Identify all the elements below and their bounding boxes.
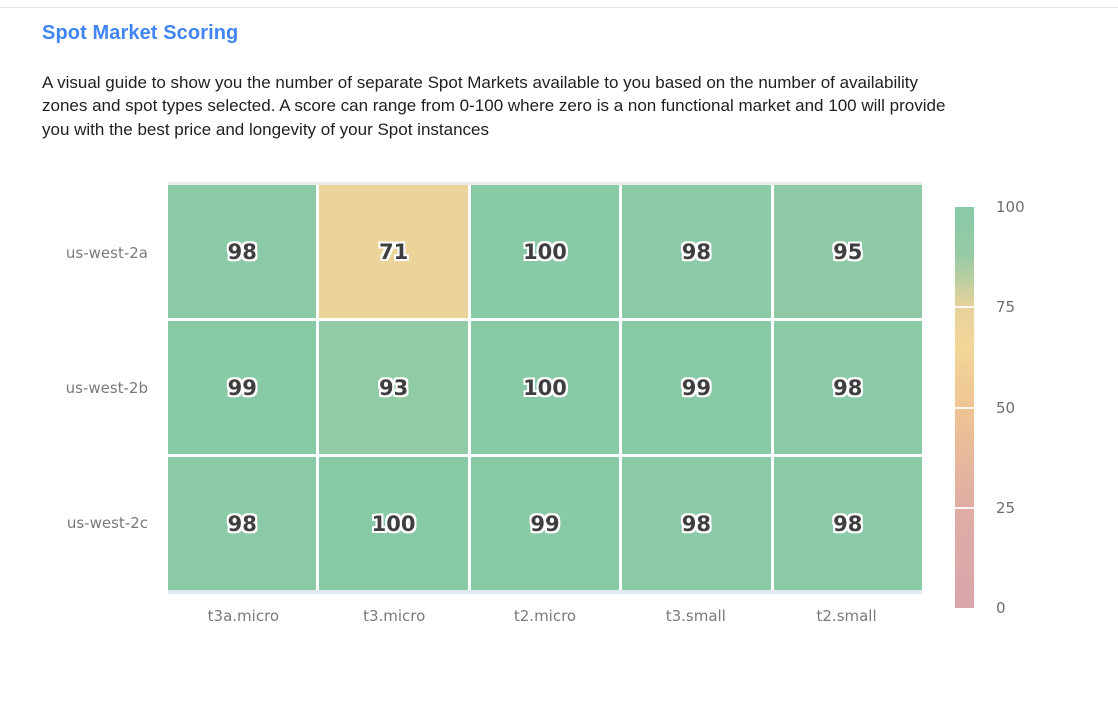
y-axis-label: us-west-2b <box>65 378 148 397</box>
chart-description-line: A visual guide to show you the number of… <box>42 73 919 92</box>
heatmap-cell[interactable]: 100 <box>470 321 620 454</box>
colorbar-separator <box>955 406 974 409</box>
colorbar-tick-label: 100 <box>996 198 1025 216</box>
colorbar-tick-label: 50 <box>996 398 1016 417</box>
heatmap-cell[interactable]: 100 <box>470 185 620 318</box>
heatmap-grid: 98 71 100 98 95 99 93 100 99 98 98 100 99 98 98 <box>168 185 922 590</box>
colorbar-tick-label: 0 <box>996 599 1006 617</box>
x-axis-label: t3.small <box>665 607 726 625</box>
chart-description-line: you with the best price and longevity of… <box>42 119 489 139</box>
chart-description: A visual guide to show you the number of… <box>42 71 1082 141</box>
colorbar-tick-label: 75 <box>996 298 1016 317</box>
x-axis-label: t3a.micro <box>207 607 280 625</box>
x-axis-label: t2.micro <box>513 607 577 625</box>
colorbar-tick-label: 25 <box>996 498 1016 517</box>
heatmap-cell[interactable]: 93 <box>319 321 468 454</box>
colorbar-separator <box>955 306 974 309</box>
heatmap-cell[interactable]: 98 <box>168 185 317 318</box>
heatmap-cell[interactable]: 99 <box>622 321 771 454</box>
page-title: Spot Market Scoring <box>42 22 239 44</box>
x-axis-label: t2.small <box>816 607 877 625</box>
heatmap-cell[interactable]: 98 <box>168 457 317 590</box>
heatmap-cell[interactable]: 98 <box>622 185 771 318</box>
heatmap-cell[interactable]: 98 <box>773 321 922 454</box>
top-divider <box>0 7 1118 8</box>
y-axis-label: us-west-2a <box>65 243 148 262</box>
heatmap-cell[interactable]: 95 <box>773 185 922 318</box>
heatmap-top-edge <box>168 182 922 185</box>
chart-description-line: zones and spot types selected. A score c… <box>42 96 946 116</box>
colorbar-gradient <box>955 207 974 608</box>
heatmap-cell[interactable]: 99 <box>168 321 317 454</box>
heatmap-cell[interactable]: 71 <box>319 185 468 318</box>
heatmap-cell[interactable]: 100 <box>319 457 468 590</box>
heatmap-bottom-edge <box>168 590 922 594</box>
heatmap-cell[interactable]: 98 <box>622 457 771 590</box>
heatmap-cell[interactable]: 98 <box>773 457 922 590</box>
y-axis-label: us-west-2c <box>66 513 148 532</box>
x-axis-label: t3.micro <box>363 607 426 625</box>
heatmap-cell[interactable]: 99 <box>470 457 620 590</box>
colorbar-separator <box>955 506 974 509</box>
